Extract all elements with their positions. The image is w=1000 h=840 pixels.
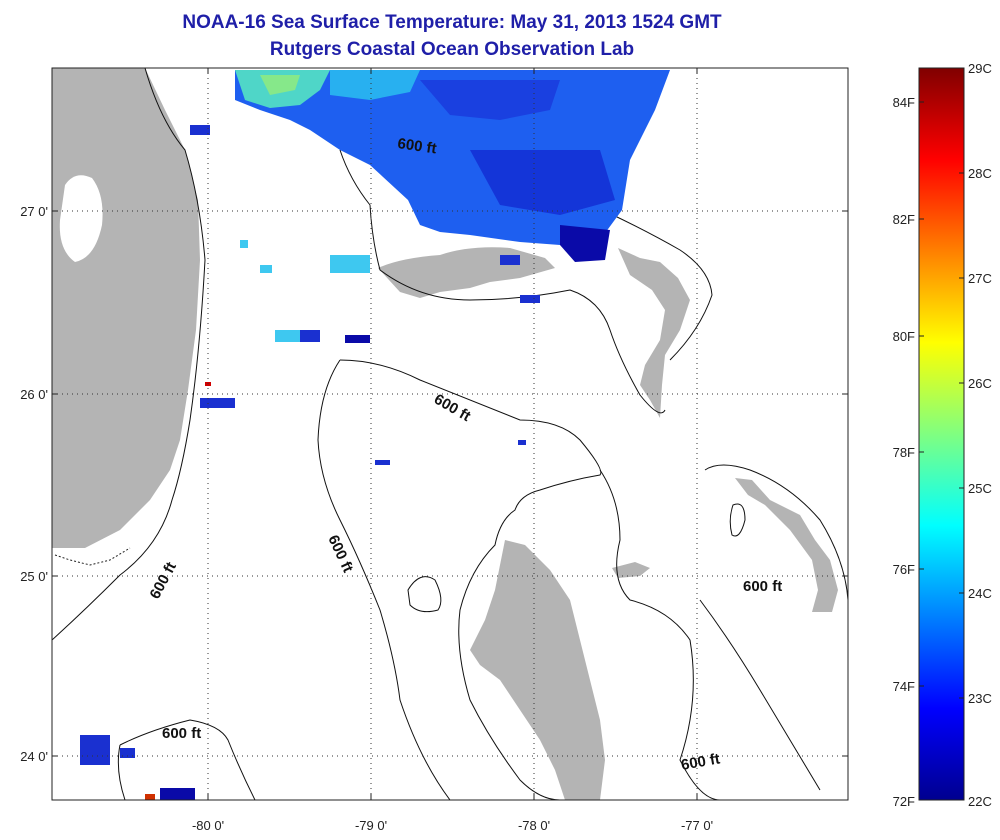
colorbar-fahrenheit-label: 74F [893, 679, 915, 694]
y-tick-label: 27 0' [20, 204, 48, 219]
x-tick-label: -80 0' [192, 818, 224, 833]
y-tick-label: 26 0' [20, 387, 48, 402]
grand-bahama-land [378, 247, 555, 298]
colorbar-fahrenheit-label: 72F [893, 794, 915, 809]
colorbar-fahrenheit-label: 76F [893, 562, 915, 577]
contour-label: 600 ft [324, 533, 356, 576]
abaco-land [618, 248, 690, 418]
colorbar-ticks [919, 67, 964, 801]
x-tick-label: -78 0' [518, 818, 550, 833]
x-tick-label: -77 0' [681, 818, 713, 833]
colorbar-celsius-label: 26C [968, 376, 992, 391]
florida-keys [54, 547, 131, 566]
new-providence-land [612, 562, 650, 578]
y-tick-label: 25 0' [20, 569, 48, 584]
colorbar-celsius-label: 29C [968, 61, 992, 76]
contour-label: 600 ft [396, 135, 437, 157]
contour-label: 600 ft [743, 578, 782, 595]
graticule [52, 68, 848, 800]
andros-land [470, 540, 605, 800]
contour-label: 600 ft [431, 391, 473, 425]
sst-pixels [80, 70, 670, 800]
map-subtitle: Rutgers Coastal Ocean Observation Lab [269, 39, 635, 60]
axis-ticks [52, 68, 848, 800]
colorbar-celsius-label: 27C [968, 271, 992, 286]
x-tick-label: -79 0' [355, 818, 387, 833]
contour-label: 600 ft [680, 750, 722, 774]
colorbar-fahrenheit-label: 78F [893, 445, 915, 460]
colorbar-celsius-label: 24C [968, 586, 992, 601]
lake-okeechobee [59, 175, 103, 262]
colorbar-celsius-label: 25C [968, 481, 992, 496]
depth-contours [52, 68, 848, 800]
plot-frame [51, 67, 849, 801]
colorbar-fahrenheit-label: 84F [893, 95, 915, 110]
colorbar-celsius-label: 22C [968, 794, 992, 809]
colorbar-celsius-label: 28C [968, 166, 992, 181]
contour-label: 600 ft [162, 725, 201, 742]
map-title: NOAA-16 Sea Surface Temperature: May 31,… [182, 12, 722, 33]
colorbar-fahrenheit-label: 80F [893, 329, 915, 344]
colorbar [918, 67, 965, 801]
colorbar-celsius-label: 23C [968, 691, 992, 706]
colorbar-fahrenheit-label: 82F [893, 212, 915, 227]
contour-label: 600 ft [147, 559, 180, 602]
y-tick-label: 24 0' [20, 749, 48, 764]
eleuthera-land [735, 478, 838, 612]
